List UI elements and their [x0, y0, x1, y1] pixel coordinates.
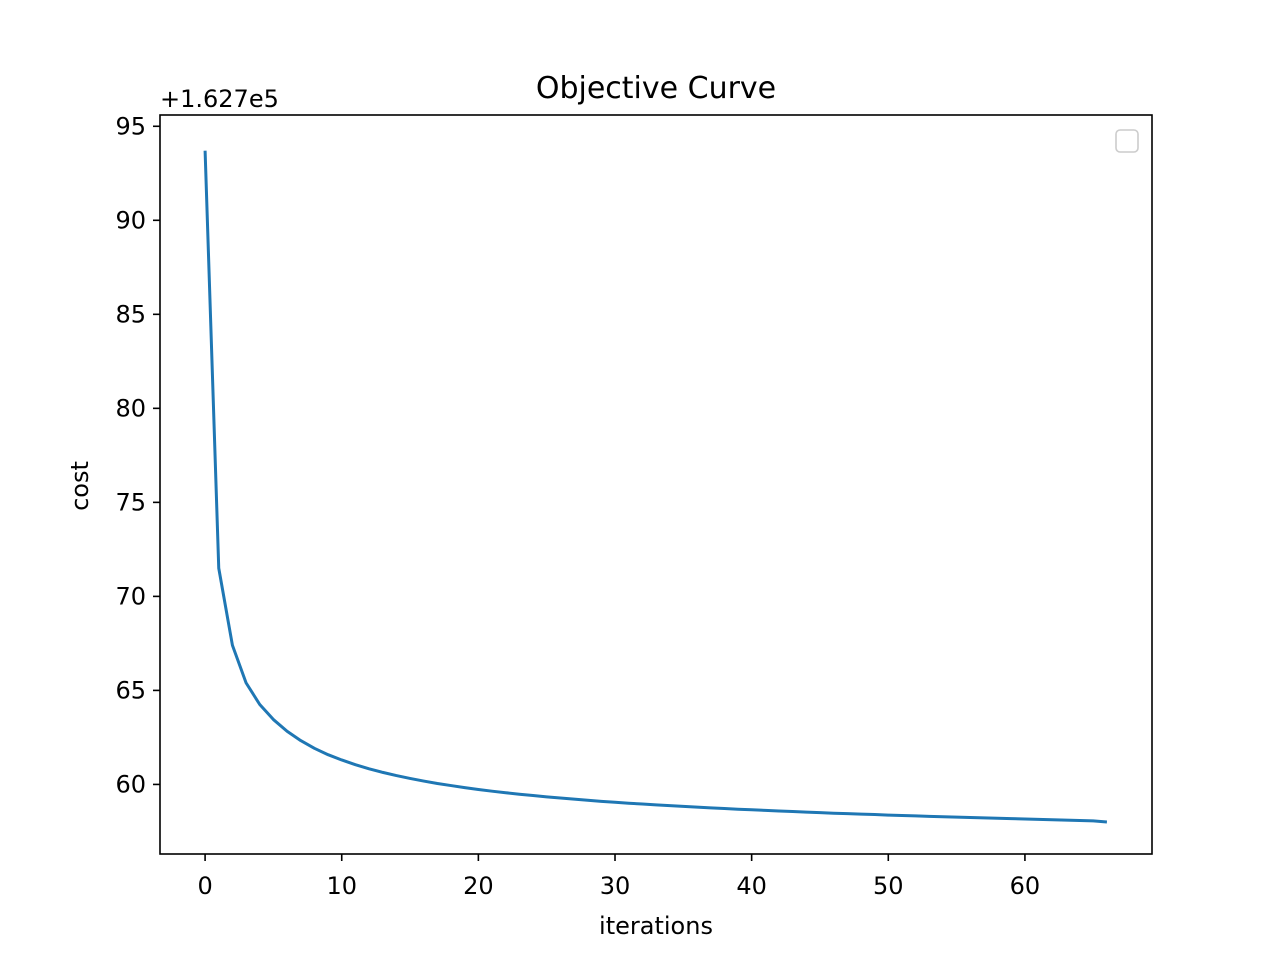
- x-tick-label: 50: [873, 872, 904, 900]
- y-tick-label: 95: [115, 112, 146, 140]
- series-layer: [203, 150, 1108, 824]
- y-axis-ticks: 60 65 70 75 80 85 90 95: [115, 112, 160, 798]
- x-tick-label: 40: [736, 872, 767, 900]
- y-tick-label: 60: [115, 770, 146, 798]
- axes-background: [160, 115, 1152, 854]
- legend-box[interactable]: [1115, 129, 1139, 153]
- y-tick-label: 70: [115, 582, 146, 610]
- y-tick-label: 65: [115, 676, 146, 704]
- x-tick-label: 60: [1010, 872, 1041, 900]
- x-axis-ticks: 0 10 20 30 40 50 60: [197, 854, 1040, 900]
- series-line-0: [203, 150, 1108, 824]
- y-tick-label: 75: [115, 488, 146, 516]
- chart-title: Objective Curve: [536, 71, 776, 106]
- x-tick-label: 0: [197, 872, 212, 900]
- x-axis-label: iterations: [599, 912, 713, 940]
- x-tick-label: 20: [463, 872, 494, 900]
- y-axis-label: cost: [66, 461, 94, 511]
- y-tick-label: 90: [115, 206, 146, 234]
- plot-area: [159, 114, 1153, 855]
- axes-frame: [159, 114, 1153, 855]
- y-offset-label: +1.627e5: [160, 85, 279, 113]
- y-tick-label: 85: [115, 300, 146, 328]
- y-tick-label: 80: [115, 394, 146, 422]
- x-tick-label: 30: [600, 872, 631, 900]
- x-tick-label: 10: [326, 872, 357, 900]
